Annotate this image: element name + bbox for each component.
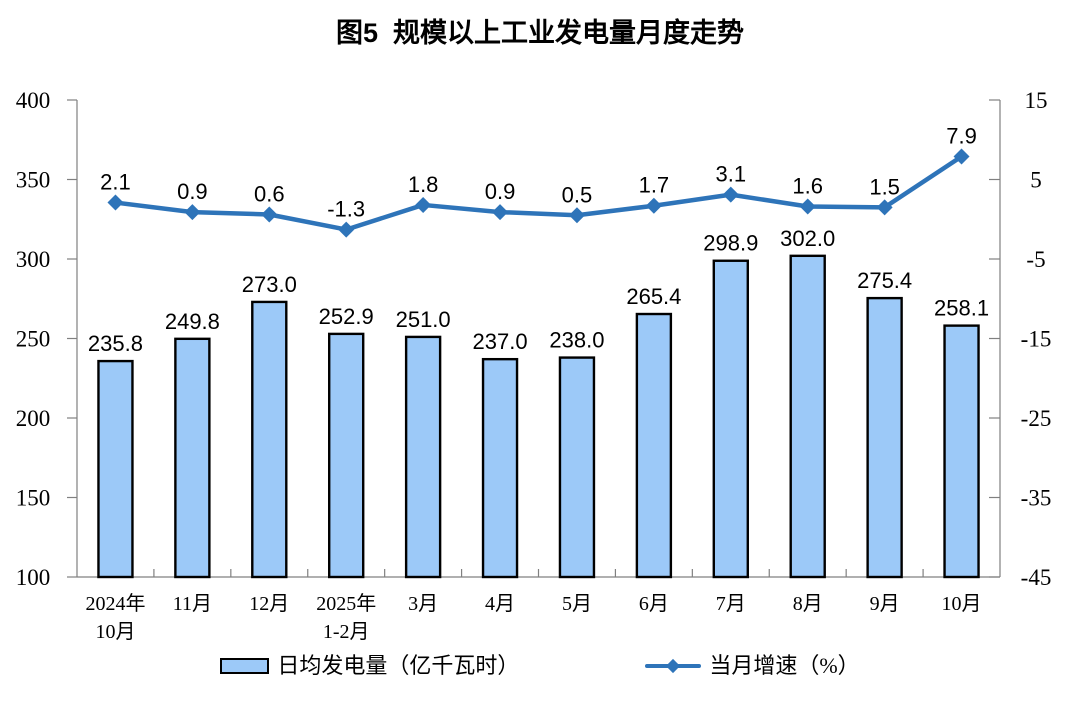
bar-data-label: 237.0 [473, 329, 528, 354]
line-marker-diamond-icon [645, 197, 662, 214]
bar [251, 300, 288, 579]
bar-data-label: 249.8 [165, 309, 220, 334]
x-axis-category-label: 7月 [716, 593, 746, 615]
x-axis-category-label: 2025年 [316, 592, 376, 615]
line-data-label: 2.1 [100, 170, 131, 195]
bar [481, 357, 519, 579]
x-axis-category-label: 1-2月 [323, 621, 370, 643]
x-axis-category-label: 5月 [562, 593, 592, 615]
legend-item-line-series: 当月增速（%） [645, 652, 860, 680]
bar-data-label: 238.0 [549, 328, 604, 353]
right-axis-tick-label: -45 [1021, 565, 1052, 590]
bar-data-label: 302.0 [780, 226, 835, 251]
x-axis-category-label: 10月 [942, 593, 982, 615]
bar-data-label: 298.9 [703, 231, 758, 256]
chart-legend: 日均发电量（亿千瓦时） 当月增速（%） [0, 650, 1080, 682]
bar [174, 337, 211, 579]
line-marker-diamond-icon [722, 186, 739, 203]
trend-line [113, 154, 964, 232]
line-marker-diamond-icon [415, 196, 432, 213]
right-axis-tick-label: -35 [1021, 486, 1052, 511]
x-axis-category-label: 2024年 [85, 592, 145, 615]
line-marker-diamond-icon [953, 148, 970, 165]
bar-data-label: 251.0 [396, 307, 451, 332]
line-data-label: 0.5 [562, 182, 593, 207]
bar [404, 335, 442, 579]
bar [943, 324, 980, 579]
line-marker-diamond-icon [799, 198, 816, 215]
bar-data-label: 265.4 [626, 284, 681, 309]
x-axis-category-label: 11月 [173, 593, 212, 615]
line-marker-diamond-icon [568, 207, 585, 224]
line-data-label: 0.6 [254, 181, 285, 206]
line-marker-diamond-icon [184, 204, 201, 221]
bar [97, 359, 134, 579]
bar-data-label: 258.1 [934, 296, 989, 321]
line-data-label: 3.1 [715, 162, 746, 187]
chart-title: 图5 规模以上工业发电量月度走势 [335, 18, 745, 48]
x-axis-category-label: 10月 [95, 621, 135, 643]
bar [328, 332, 365, 579]
line-marker-diamond-icon [107, 194, 124, 211]
x-axis-category-label: 6月 [639, 593, 669, 615]
line-data-label: -1.3 [327, 197, 365, 222]
line-series-swatch-icon [645, 658, 702, 674]
bar [712, 259, 749, 579]
x-axis-category-label: 12月 [249, 593, 289, 615]
bar [789, 254, 826, 579]
line-data-label: 0.9 [177, 179, 208, 204]
left-axis-tick-label: 100 [16, 565, 51, 590]
line-marker-diamond-icon [876, 199, 893, 216]
left-axis-tick-label: 300 [16, 247, 51, 272]
line-data-label: 1.8 [408, 172, 439, 197]
left-axis-tick-label: 200 [16, 406, 51, 431]
line-marker-diamond-icon [338, 221, 355, 238]
x-axis-category-label: 3月 [408, 593, 438, 615]
left-axis-tick-label: 350 [16, 168, 51, 193]
line-data-label: 0.9 [485, 179, 516, 204]
right-axis-tick-label: -15 [1021, 327, 1052, 352]
right-axis-tick-label: 15 [1025, 88, 1048, 113]
line-data-label: 1.6 [792, 174, 823, 199]
bar [635, 312, 673, 579]
bar-data-label: 275.4 [857, 268, 912, 293]
line-series-label: 当月增速（%） [709, 653, 860, 678]
line-swatch-diamond-icon [666, 658, 681, 673]
left-axis-tick-label: 250 [16, 327, 51, 352]
line-data-label: 1.5 [869, 174, 900, 199]
line-marker-diamond-icon [261, 206, 278, 223]
line-data-label: 1.7 [639, 173, 670, 198]
x-axis-category-label: 9月 [870, 593, 900, 615]
right-axis-tick-label: 5 [1030, 168, 1042, 193]
bar-data-label: 252.9 [319, 304, 374, 329]
x-axis-category-label: 4月 [485, 593, 515, 615]
bar-series-swatch-icon [220, 658, 270, 674]
right-axis-tick-label: -5 [1026, 247, 1045, 272]
bar-data-label: 273.0 [242, 272, 297, 297]
right-axis-tick-label: -25 [1021, 406, 1052, 431]
bar-data-label: 235.8 [88, 331, 143, 356]
left-axis-tick-label: 150 [16, 486, 51, 511]
bar [558, 356, 596, 579]
bar-series-label: 日均发电量（亿千瓦时） [277, 653, 520, 678]
legend-item-bar-series: 日均发电量（亿千瓦时） [220, 652, 519, 680]
line-marker-diamond-icon [492, 204, 509, 221]
x-axis-category-label: 8月 [793, 593, 823, 615]
bar [866, 296, 903, 579]
line-data-label: 7.9 [946, 123, 977, 148]
left-axis-tick-label: 400 [16, 88, 51, 113]
